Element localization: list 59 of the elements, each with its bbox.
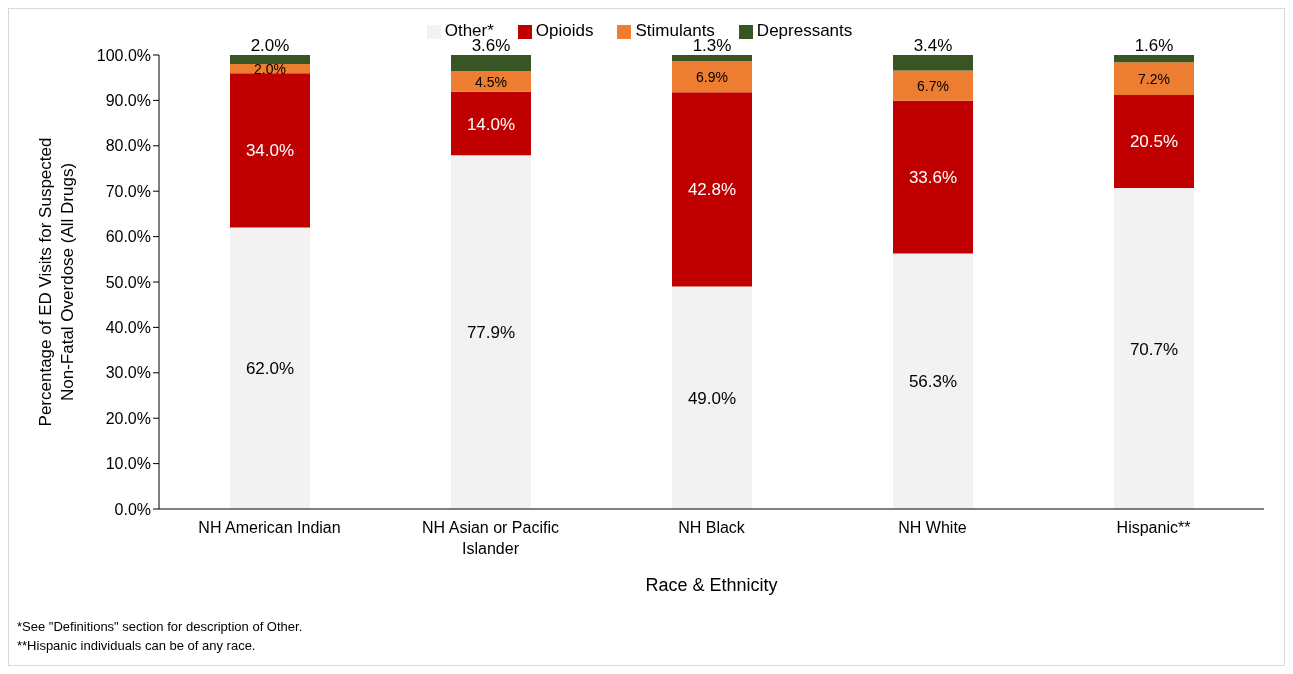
data-label: 56.3% bbox=[908, 372, 958, 392]
x-tick-label: Hispanic** bbox=[1116, 519, 1191, 536]
data-label: 49.0% bbox=[687, 388, 737, 408]
data-label: 77.9% bbox=[466, 323, 516, 343]
bar bbox=[451, 55, 531, 72]
legend-label: Depressants bbox=[756, 21, 853, 40]
bar bbox=[451, 155, 531, 509]
legend-label: Opioids bbox=[535, 21, 594, 40]
data-label: 70.7% bbox=[1129, 339, 1179, 359]
y-tick-label: 0.0% bbox=[114, 500, 151, 518]
bar bbox=[1114, 62, 1194, 95]
y-axis-title: Percentage of ED Visits for Suspected Non-Fatal Overdose (All Drugs) bbox=[36, 137, 77, 427]
data-label: 2.0% bbox=[254, 60, 286, 77]
data-label: 20.5% bbox=[1129, 132, 1179, 152]
x-tick-label: NH Black bbox=[678, 519, 746, 536]
y-tick-label: 40.0% bbox=[105, 319, 151, 337]
bar bbox=[672, 92, 752, 287]
bar bbox=[672, 55, 752, 61]
data-label: 34.0% bbox=[245, 141, 295, 161]
x-tick-label: NH American Indian bbox=[198, 519, 341, 536]
x-axis-title: Race & Ethnicity bbox=[645, 575, 778, 595]
bar bbox=[230, 55, 310, 65]
y-tick-label: 20.0% bbox=[105, 409, 151, 427]
bar bbox=[1114, 94, 1194, 189]
bar bbox=[1114, 55, 1194, 63]
bar bbox=[230, 73, 310, 228]
bar bbox=[893, 100, 973, 254]
bar bbox=[1114, 188, 1194, 509]
data-label: 3.4% bbox=[913, 36, 953, 55]
x-tick-label: NH White bbox=[898, 519, 967, 536]
data-label: 14.0% bbox=[466, 114, 516, 134]
y-tick-label: 100.0% bbox=[96, 46, 151, 64]
bar bbox=[893, 70, 973, 101]
y-tick-label: 80.0% bbox=[105, 137, 151, 155]
bar bbox=[893, 253, 973, 509]
bar bbox=[230, 227, 310, 509]
data-label: 62.0% bbox=[245, 359, 295, 379]
y-tick-label: 60.0% bbox=[105, 228, 151, 246]
data-label: 2.0% bbox=[250, 36, 290, 55]
bar bbox=[451, 91, 531, 156]
bar bbox=[893, 55, 973, 71]
x-tick-label: NH Asian or Pacific Islander bbox=[422, 519, 559, 557]
data-label: 4.5% bbox=[475, 73, 507, 90]
data-label: 1.6% bbox=[1134, 36, 1174, 55]
y-tick-label: 10.0% bbox=[105, 455, 151, 473]
y-tick-label: 90.0% bbox=[105, 92, 151, 110]
data-label: 33.6% bbox=[908, 168, 958, 188]
y-tick-label: 30.0% bbox=[105, 364, 151, 382]
data-label: 6.9% bbox=[696, 68, 728, 85]
bar bbox=[451, 71, 531, 92]
text: *See "Definitions" section for description of Other. bbox=[17, 618, 303, 636]
bar bbox=[672, 60, 752, 93]
data-label: 42.8% bbox=[687, 180, 737, 200]
bar bbox=[672, 286, 752, 509]
data-label: 7.2% bbox=[1138, 70, 1170, 87]
text: **Hispanic individuals can be of any race. bbox=[17, 637, 257, 655]
data-label: 6.7% bbox=[917, 77, 949, 94]
y-tick-label: 70.0% bbox=[105, 182, 151, 200]
y-tick-label: 50.0% bbox=[105, 273, 151, 291]
